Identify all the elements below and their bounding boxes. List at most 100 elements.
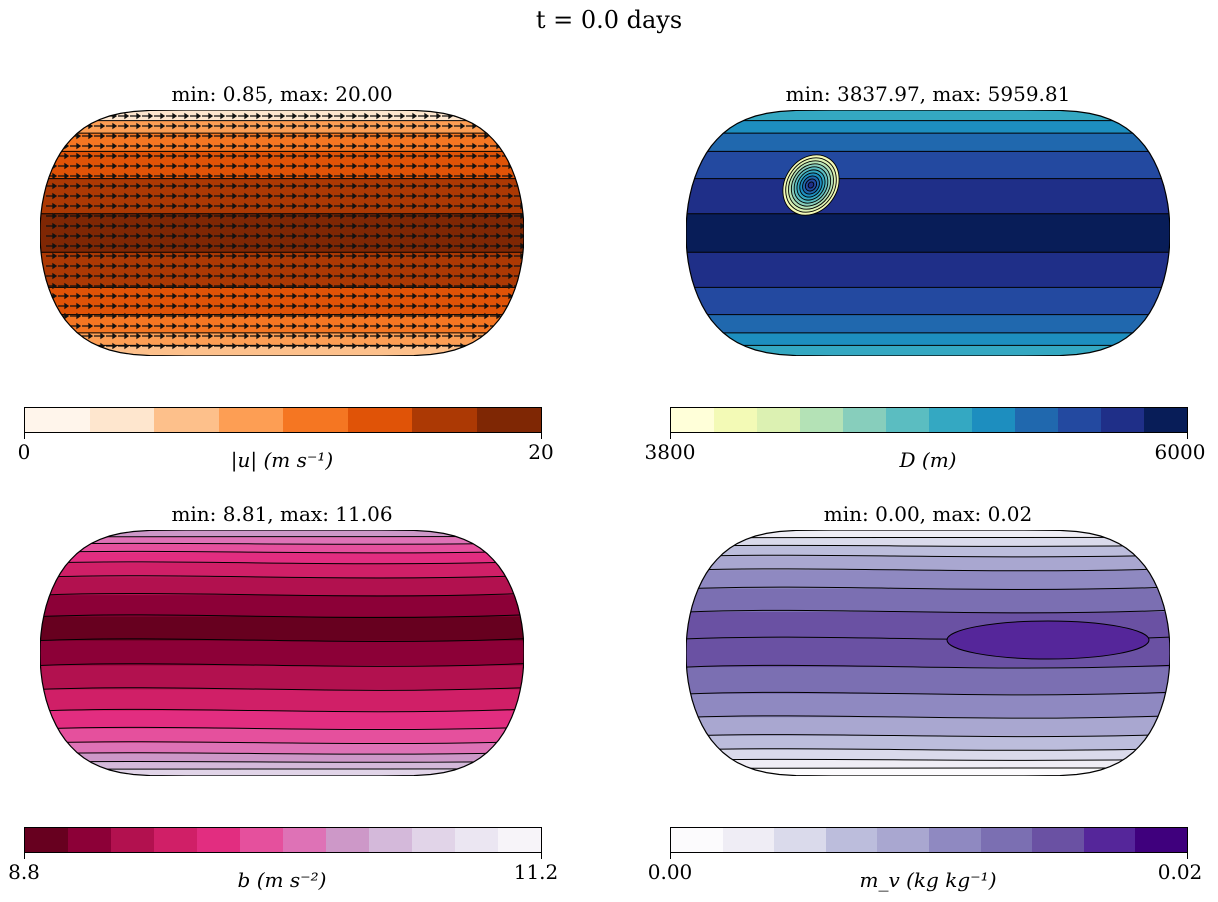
- wind-arrow: [94, 232, 106, 240]
- contour-line: [686, 568, 1170, 572]
- wind-arrow: [514, 312, 524, 320]
- wind-arrow: [394, 322, 406, 330]
- wind-arrow: [166, 132, 178, 140]
- contour-line: [40, 768, 524, 770]
- wind-arrow: [226, 212, 238, 220]
- wind-arrow: [466, 322, 478, 330]
- contour-line: [40, 550, 524, 554]
- wind-arrow: [214, 322, 226, 330]
- wind-arrow: [418, 312, 430, 320]
- wind-arrow: [490, 342, 502, 350]
- wind-arrow: [166, 192, 178, 200]
- panel-4-map: [686, 530, 1170, 776]
- wind-arrow: [166, 142, 178, 150]
- wind-arrow: [466, 182, 478, 190]
- wind-arrow: [466, 272, 478, 280]
- wind-arrow: [418, 142, 430, 150]
- wind-arrow: [142, 132, 154, 140]
- wind-arrow: [382, 122, 394, 130]
- panel-3-colorbar: [24, 827, 542, 853]
- wind-arrow: [286, 332, 298, 340]
- wind-arrow: [370, 202, 382, 210]
- wind-arrow: [106, 152, 118, 160]
- wind-arrow: [298, 302, 310, 310]
- colorbar-segment: [240, 828, 283, 852]
- wind-arrow: [262, 202, 274, 210]
- wind-arrow: [502, 182, 514, 190]
- wind-arrow: [286, 272, 298, 280]
- wind-arrow: [46, 302, 58, 310]
- contour-line: [686, 767, 1170, 769]
- wind-arrow: [142, 182, 154, 190]
- wind-arrow: [394, 232, 406, 240]
- wind-arrow: [286, 212, 298, 220]
- wind-arrow: [118, 242, 130, 250]
- wind-arrow: [250, 322, 262, 330]
- wind-arrow: [58, 222, 70, 230]
- wind-arrow: [394, 182, 406, 190]
- contour-band: [686, 735, 1170, 751]
- wind-arrow: [190, 182, 202, 190]
- wind-arrow: [334, 282, 346, 290]
- wind-arrow: [310, 132, 322, 140]
- wind-arrow: [250, 292, 262, 300]
- wind-arrow: [250, 262, 262, 270]
- wind-arrow: [430, 112, 442, 120]
- wind-arrow: [418, 212, 430, 220]
- wind-arrow: [142, 202, 154, 210]
- contour-band: [686, 133, 1170, 152]
- wind-arrow: [262, 172, 274, 180]
- wind-arrow: [130, 312, 142, 320]
- wind-arrow: [82, 212, 94, 220]
- wind-arrow: [178, 182, 190, 190]
- wind-arrow: [454, 182, 466, 190]
- wind-arrow: [406, 182, 418, 190]
- wind-arrow: [106, 162, 118, 170]
- wind-arrow: [190, 292, 202, 300]
- wind-arrow: [178, 172, 190, 180]
- wind-arrow: [142, 212, 154, 220]
- wind-arrow: [82, 132, 94, 140]
- wind-arrow: [202, 292, 214, 300]
- wind-arrow: [502, 272, 514, 280]
- wind-arrow: [190, 122, 202, 130]
- wind-arrow: [334, 142, 346, 150]
- wind-arrow: [226, 312, 238, 320]
- wind-arrow: [454, 312, 466, 320]
- wind-arrow: [310, 122, 322, 130]
- wind-arrow: [514, 142, 524, 150]
- contour-band: [40, 552, 524, 564]
- wind-arrow: [490, 152, 502, 160]
- wind-arrow: [214, 172, 226, 180]
- wind-arrow: [442, 152, 454, 160]
- wind-arrow: [502, 112, 514, 120]
- wind-arrow: [118, 312, 130, 320]
- wind-arrow: [298, 132, 310, 140]
- wind-arrow: [382, 272, 394, 280]
- wind-arrow: [430, 232, 442, 240]
- wind-arrow: [106, 322, 118, 330]
- wind-arrow: [262, 342, 274, 350]
- wind-arrow: [466, 242, 478, 250]
- wind-arrow: [466, 152, 478, 160]
- colorbar-segment: [929, 408, 972, 432]
- wind-arrow: [310, 202, 322, 210]
- wind-arrow: [262, 182, 274, 190]
- wind-arrow: [118, 202, 130, 210]
- wind-arrow: [82, 272, 94, 280]
- contour-band: [40, 287, 524, 316]
- wind-arrow: [46, 312, 58, 320]
- wind-arrow: [406, 312, 418, 320]
- wind-arrow: [502, 232, 514, 240]
- wind-arrow: [382, 162, 394, 170]
- colorbar-segment: [25, 408, 90, 432]
- wind-arrow: [490, 332, 502, 340]
- wind-arrow: [238, 312, 250, 320]
- colorbar-segment: [218, 408, 283, 432]
- contour-line: [40, 535, 524, 538]
- wind-arrow: [274, 222, 286, 230]
- wind-arrow: [142, 252, 154, 260]
- panel-1-colorbar: [24, 407, 542, 433]
- wind-arrow: [166, 152, 178, 160]
- contour-line: [686, 734, 1170, 738]
